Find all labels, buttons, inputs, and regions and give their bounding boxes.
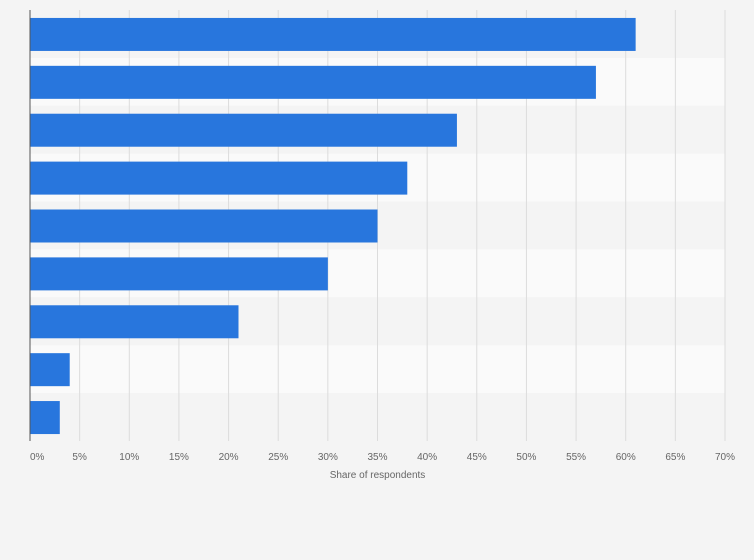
bar[interactable] <box>30 305 239 339</box>
x-tick-label: 55% <box>566 452 586 463</box>
x-tick-label: 15% <box>169 452 189 463</box>
x-tick-label: 40% <box>417 452 437 463</box>
x-tick-label: 10% <box>119 452 139 463</box>
x-tick-label: 30% <box>318 452 338 463</box>
bar[interactable] <box>30 353 70 387</box>
x-tick-label: 35% <box>367 452 387 463</box>
x-axis-title: Share of respondents <box>330 470 426 481</box>
x-tick-label: 20% <box>219 452 239 463</box>
bar[interactable] <box>30 113 457 147</box>
x-tick-label: 5% <box>72 452 87 463</box>
bars <box>30 17 636 435</box>
bar[interactable] <box>30 401 60 435</box>
x-tick-label: 0% <box>30 452 45 463</box>
x-tick-label: 45% <box>467 452 487 463</box>
x-tick-label: 70% <box>715 452 735 463</box>
bar[interactable] <box>30 257 328 291</box>
x-tick-label: 25% <box>268 452 288 463</box>
bar[interactable] <box>30 17 636 51</box>
bar[interactable] <box>30 161 408 195</box>
x-tick-label: 65% <box>665 452 685 463</box>
x-tick-label: 50% <box>516 452 536 463</box>
bar[interactable] <box>30 65 596 99</box>
x-tick-labels: 0% 5% 10% 15% 20% 25% 30% 35% 40% 45% 50% 55% 60% 65%… <box>30 452 735 463</box>
bar[interactable] <box>30 209 378 243</box>
x-tick-label: 60% <box>616 452 636 463</box>
